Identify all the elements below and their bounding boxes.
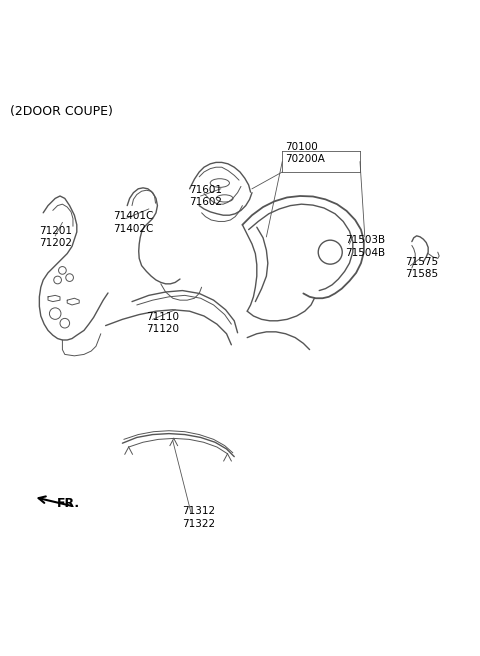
Text: 71110
71120: 71110 71120 — [146, 312, 180, 335]
Text: 71503B
71504B: 71503B 71504B — [346, 236, 386, 258]
Text: 71312
71322: 71312 71322 — [182, 506, 216, 529]
Text: (2DOOR COUPE): (2DOOR COUPE) — [10, 105, 112, 118]
Text: 71575
71585: 71575 71585 — [406, 256, 439, 279]
Text: 70100
70200A: 70100 70200A — [286, 142, 325, 164]
Text: 71601
71602: 71601 71602 — [190, 185, 223, 207]
Text: 71401C
71402C: 71401C 71402C — [113, 211, 153, 234]
Text: 71201
71202: 71201 71202 — [39, 226, 72, 248]
Text: FR.: FR. — [57, 497, 80, 510]
